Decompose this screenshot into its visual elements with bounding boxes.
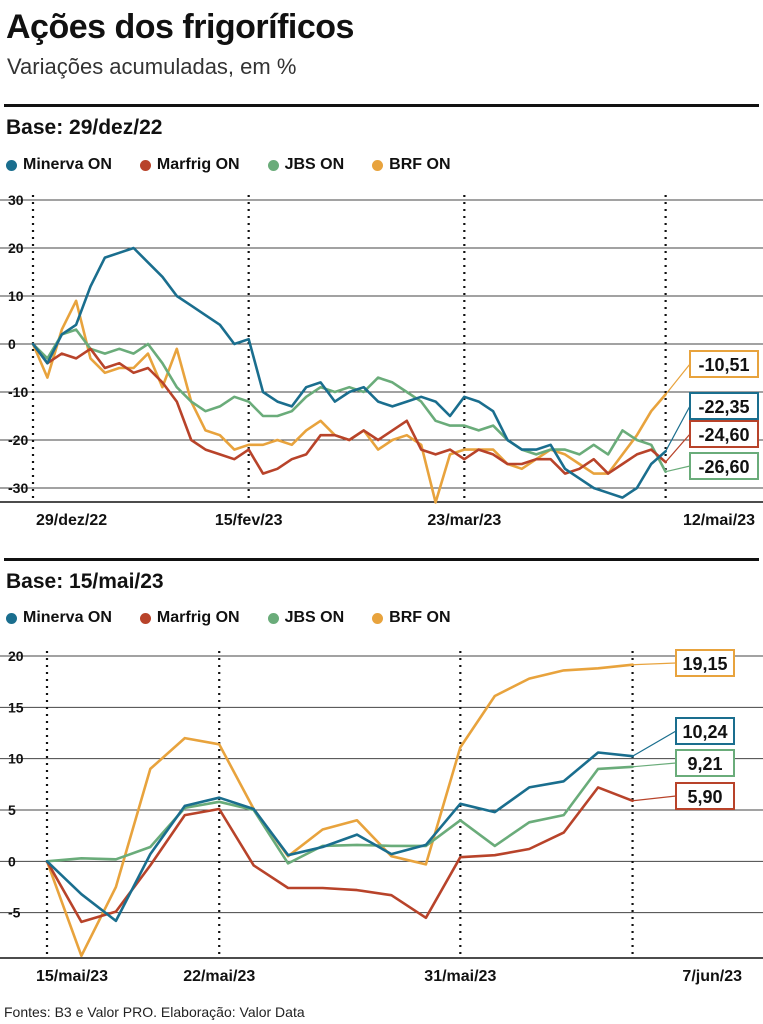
legend-dot-icon <box>267 159 279 171</box>
legend-label: BRF ON <box>389 609 451 626</box>
series-line-jbs <box>31 328 667 474</box>
chart2-plot: 20 15 10 5 0 -5 15/mai/23 22/mai/23 31/mai/23 7/j… <box>0 648 763 985</box>
end-label-connector <box>632 762 677 768</box>
legend-dot-icon <box>6 159 17 171</box>
end-label-connector <box>632 730 677 757</box>
legend-item-minerva: Minerva ON <box>6 156 112 174</box>
series-line-minerva <box>31 246 667 499</box>
y-tick-label: 0 <box>8 853 16 869</box>
end-label-text: -24,60 <box>698 425 749 445</box>
y-tick-label: 10 <box>8 288 24 304</box>
end-label-box <box>689 350 759 378</box>
legend-label: Marfrig ON <box>156 609 240 626</box>
legend-item-jbs: JBS ON <box>267 609 345 627</box>
end-label-text: 19,15 <box>682 654 727 674</box>
end-label-connector <box>632 662 677 666</box>
x-tick-label: 23/mar/23 <box>427 512 501 529</box>
y-tick-label: 0 <box>8 336 16 352</box>
chart2-legend: Minerva ON Marfrig ON JBS ON BRF ON <box>6 609 451 627</box>
source-note: Fontes: B3 e Valor PRO. Elaboração: Valo… <box>4 1004 305 1020</box>
end-label-text: 5,90 <box>687 787 722 807</box>
end-label-text: -10,51 <box>698 355 749 375</box>
y-tick-label: 20 <box>8 240 24 256</box>
legend-dot-icon <box>372 159 384 171</box>
legend-label: Marfrig ON <box>156 156 240 173</box>
legend-item-marfrig: Marfrig ON <box>139 609 240 627</box>
end-label-connector <box>632 795 677 802</box>
legend-dot-icon <box>6 612 17 624</box>
end-label-box <box>689 452 759 480</box>
legend-dot-icon <box>139 612 151 624</box>
legend-label: JBS ON <box>284 609 345 626</box>
legend-item-jbs: JBS ON <box>267 156 345 174</box>
legend-dot-icon <box>372 612 384 624</box>
x-tick-label: 29/dez/22 <box>36 512 107 529</box>
end-value-label: -24,60 <box>665 420 759 463</box>
legend-dot-icon <box>139 159 151 171</box>
page-title: Ações dos frigoríficos <box>6 8 354 46</box>
end-label-connector <box>665 363 691 395</box>
end-label-box <box>675 782 735 810</box>
end-label-text: 10,24 <box>682 722 727 742</box>
end-value-label: -22,35 <box>665 392 759 452</box>
series-line-brf <box>45 663 634 958</box>
legend-label: BRF ON <box>389 156 451 173</box>
chart1-base-label: Base: 29/dez/22 <box>6 116 163 139</box>
x-tick-label: 15/mai/23 <box>36 968 108 985</box>
y-tick-label: 20 <box>8 648 24 664</box>
end-label-box <box>675 749 735 777</box>
y-tick-label: -5 <box>8 905 21 921</box>
end-label-box <box>689 392 759 420</box>
legend-label: Minerva ON <box>23 156 112 173</box>
end-label-text: -26,60 <box>698 457 749 477</box>
end-value-label: -26,60 <box>665 452 759 480</box>
end-value-label: 9,21 <box>632 749 735 777</box>
end-value-label: 5,90 <box>632 782 735 810</box>
series-line-marfrig <box>45 786 634 924</box>
section-divider <box>4 104 759 107</box>
chart1-legend: Minerva ON Marfrig ON JBS ON BRF ON <box>6 156 451 174</box>
legend-item-marfrig: Marfrig ON <box>139 156 240 174</box>
x-tick-label: 31/mai/23 <box>424 968 496 985</box>
section-divider <box>4 558 759 561</box>
end-label-box <box>675 649 735 677</box>
chart1-plot: 30 20 10 0 -10 -20 -30 29/dez/22 15/fev/23 23/mar… <box>0 192 763 529</box>
legend-item-brf: BRF ON <box>372 609 451 627</box>
end-label-text: 9,21 <box>687 754 722 774</box>
end-value-label: 19,15 <box>632 649 735 677</box>
y-tick-label: -10 <box>8 384 28 400</box>
end-label-box <box>675 717 735 745</box>
y-tick-label: 5 <box>8 802 16 818</box>
legend-item-minerva: Minerva ON <box>6 609 112 627</box>
legend-label: Minerva ON <box>23 609 112 626</box>
legend-label: JBS ON <box>284 156 345 173</box>
x-tick-label: 22/mai/23 <box>183 968 255 985</box>
end-label-box <box>689 420 759 448</box>
x-tick-label: 12/mai/23 <box>683 512 755 529</box>
legend-item-brf: BRF ON <box>372 156 451 174</box>
y-tick-label: 10 <box>8 751 24 767</box>
end-label-connector <box>665 465 691 473</box>
x-tick-label: 15/fev/23 <box>215 512 283 529</box>
series-line-jbs <box>45 765 634 865</box>
end-label-connector <box>665 405 691 452</box>
end-label-connector <box>665 433 691 463</box>
series-line-marfrig <box>31 342 667 475</box>
y-tick-label: -20 <box>8 432 28 448</box>
y-tick-label: 15 <box>8 699 24 715</box>
page-subtitle: Variações acumuladas, em % <box>7 54 297 79</box>
chart2-base-label: Base: 15/mai/23 <box>6 570 164 593</box>
y-tick-label: 30 <box>8 192 24 208</box>
y-tick-label: -30 <box>8 480 28 496</box>
end-value-label: 10,24 <box>632 717 735 757</box>
end-label-text: -22,35 <box>698 397 749 417</box>
end-value-label: -10,51 <box>665 350 759 395</box>
legend-dot-icon <box>267 612 279 624</box>
x-tick-label: 7/jun/23 <box>682 968 742 985</box>
series-line-minerva <box>45 751 634 923</box>
